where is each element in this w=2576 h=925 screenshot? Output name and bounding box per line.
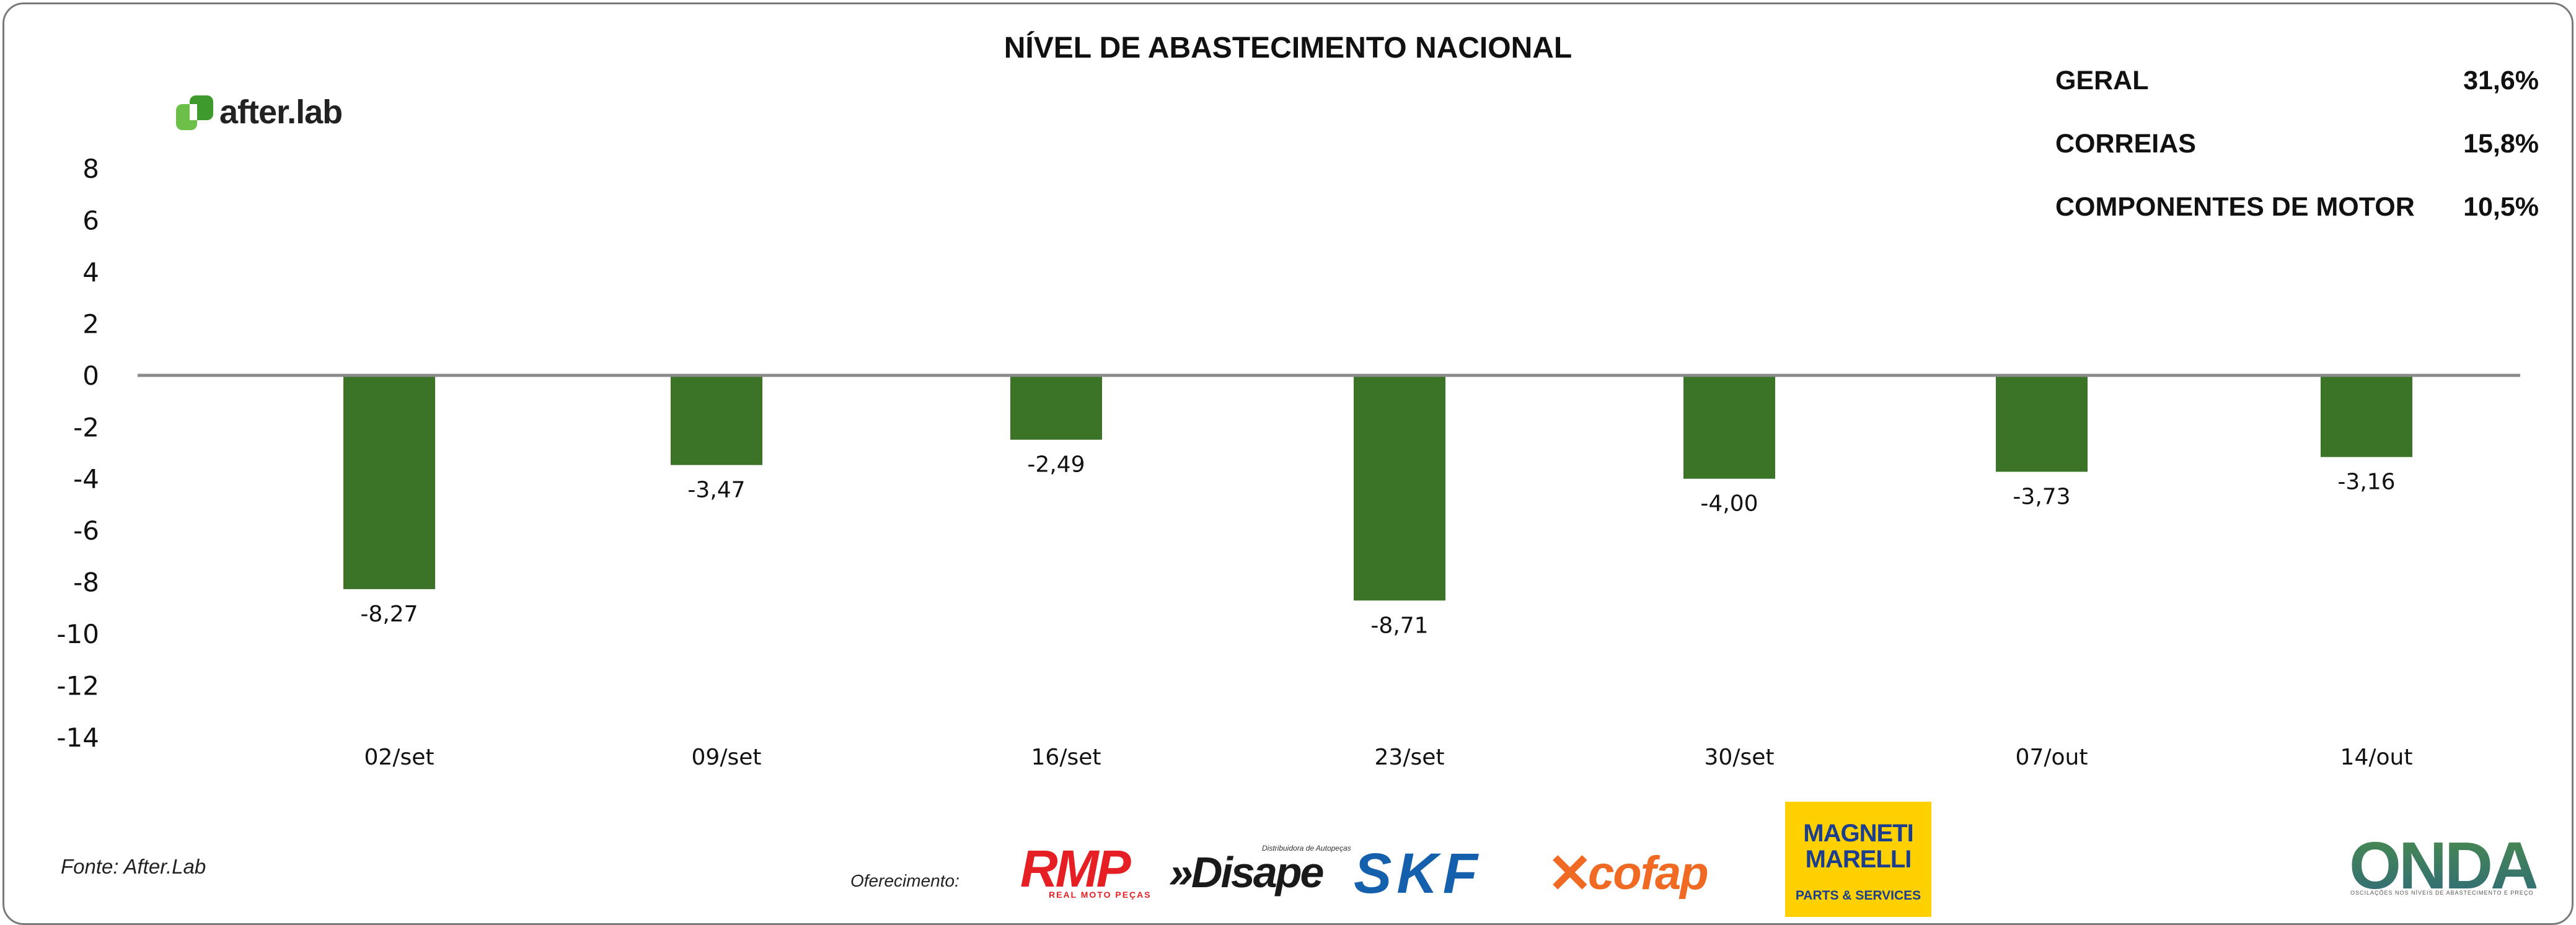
x-tick-label: 02/set <box>364 745 434 770</box>
offer-label: Oferecimento: <box>850 871 959 890</box>
x-tick-label: 09/set <box>692 745 762 770</box>
y-tick-label: -10 <box>56 619 99 649</box>
skf-logo: SKF <box>1354 842 1531 905</box>
y-tick-label: 2 <box>82 309 99 339</box>
data-label: -2,49 <box>1027 452 1085 478</box>
x-tick-label: 16/set <box>1031 745 1101 770</box>
source-note: Fonte: After.Lab <box>61 855 206 878</box>
skf-logo-text: SKF <box>1354 842 1483 905</box>
chart-title: NÍVEL DE ABASTECIMENTO NACIONAL <box>1003 32 1573 64</box>
bar <box>1010 375 1102 440</box>
magneti-logo-name: MAGNETI MARELLI <box>1785 820 1931 872</box>
rmp-logo-text: RMP <box>1020 840 1131 898</box>
y-tick-label: -12 <box>56 671 99 701</box>
kpi-label: COMPONENTES DE MOTOR <box>2055 192 2415 222</box>
magneti-logo-line1: MAGNETI <box>1803 820 1913 847</box>
magneti-logo-line2: MARELLI <box>1805 846 1912 873</box>
disape-logo: »Disape Distribuidora de Autopeças <box>1169 844 1351 897</box>
data-label: -3,16 <box>2337 470 2395 495</box>
bar <box>1996 375 2088 472</box>
bar <box>343 375 435 589</box>
cofap-logo-text: cofap <box>1588 847 1709 900</box>
x-tick-label: 07/out <box>2016 745 2088 770</box>
kpi-label: GERAL <box>2055 66 2149 95</box>
y-tick-label: -8 <box>73 568 99 598</box>
cofap-x-icon: ✕ <box>1547 843 1593 904</box>
y-tick-label: 6 <box>82 205 99 235</box>
onda-tagline: OSCILAÇÕES NOS NÍVEIS DE ABASTECIMENTO E… <box>2350 890 2534 896</box>
kpi-value: 10,5% <box>2463 192 2539 222</box>
afterlab-logo-text: after.lab <box>219 94 343 131</box>
rmp-tagline: REAL MOTO PEÇAS <box>1049 890 1152 900</box>
y-tick-label: -2 <box>73 412 99 442</box>
bar <box>1354 375 1445 601</box>
x-tick-label: 14/out <box>2340 745 2413 770</box>
magneti-marelli-logo: MAGNETI MARELLI PARTS & SERVICES <box>1785 802 1931 917</box>
y-tick-label: -6 <box>73 515 99 546</box>
y-tick-label: -4 <box>73 464 99 494</box>
y-tick-label: -14 <box>56 722 99 753</box>
afterlab-logo: after.lab <box>176 93 374 134</box>
bar <box>671 375 762 465</box>
cofap-logo: ✕ cofap <box>1547 843 1755 904</box>
y-tick-label: 4 <box>82 257 99 287</box>
onda-logo: ONDA OSCILAÇÕES NOS NÍVEIS DE ABASTECIME… <box>2349 826 2539 903</box>
rmp-logo: RMP REAL MOTO PEÇAS <box>1020 840 1153 900</box>
data-label: -8,71 <box>1370 613 1428 638</box>
x-tick-label: 30/set <box>1705 745 1775 770</box>
bar <box>1683 375 1775 479</box>
kpi-value: 15,8% <box>2463 129 2539 159</box>
data-label: -8,27 <box>360 602 418 627</box>
kpi-label: CORREIAS <box>2055 129 2196 159</box>
x-tick-label: 23/set <box>1375 745 1445 770</box>
magneti-logo-sub: PARTS & SERVICES <box>1795 888 1921 903</box>
data-label: -4,00 <box>1700 491 1758 517</box>
onda-logo-text: ONDA <box>2349 828 2539 903</box>
y-tick-label: 8 <box>82 154 99 184</box>
data-label: -3,47 <box>687 478 745 503</box>
disape-tagline: Distribuidora de Autopeças <box>1262 844 1351 853</box>
bar <box>2321 375 2412 457</box>
disape-logo-text: »Disape <box>1169 848 1324 897</box>
kpi-value: 31,6% <box>2463 66 2539 95</box>
data-label: -3,73 <box>2013 484 2070 509</box>
y-tick-label: 0 <box>82 361 99 391</box>
afterlab-logo-icon <box>176 95 213 130</box>
